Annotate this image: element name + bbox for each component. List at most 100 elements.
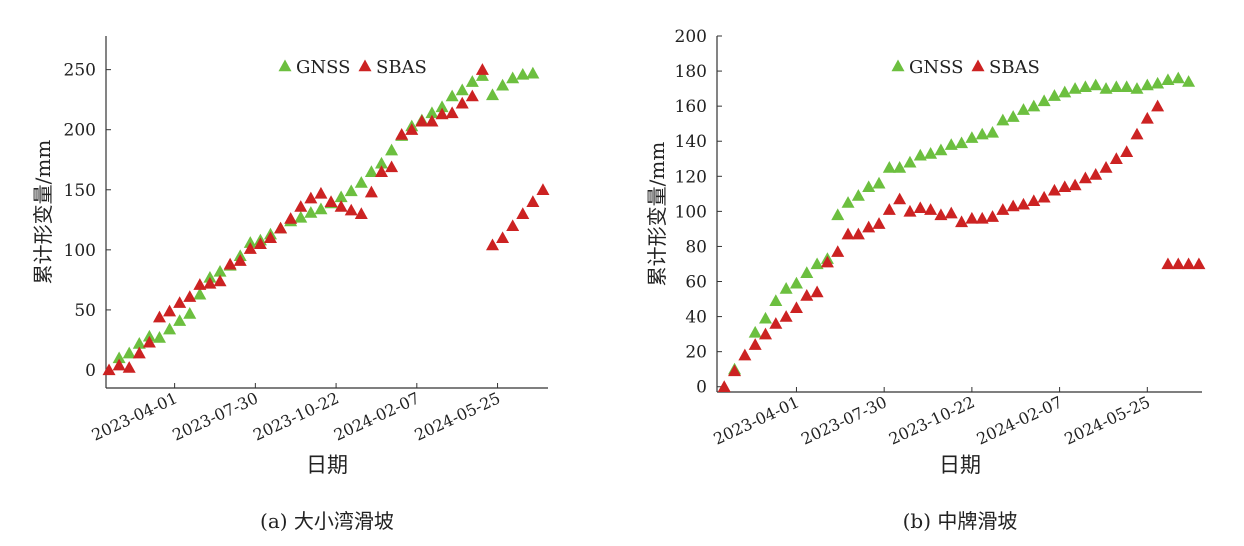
sbas-point: [132, 346, 146, 359]
chart-a-axes: [105, 36, 548, 389]
gnss-point: [903, 155, 917, 168]
gnss-point: [304, 206, 318, 218]
gnss-point: [810, 257, 824, 270]
y-tick-label: 200: [675, 27, 707, 47]
sbas-point: [841, 227, 855, 240]
sbas-point: [1058, 180, 1072, 193]
sbas-point: [769, 317, 783, 329]
gnss-point: [294, 210, 308, 223]
x-tick-label: 2023-07-30: [169, 388, 261, 444]
chart-b-axes: [716, 36, 1202, 393]
y-tick-label: 40: [685, 308, 707, 328]
gnss-point: [1006, 110, 1020, 122]
gnss-point: [132, 337, 146, 349]
sbas-point: [142, 335, 156, 348]
gnss-point: [913, 148, 927, 161]
sbas-point: [395, 128, 409, 140]
sbas-point: [274, 221, 288, 234]
chart-a-daxiaowan: 0 50 100 150 200 250 2023-04-012023-07-302023…: [31, 36, 550, 533]
gnss-point: [748, 325, 762, 338]
gnss-point: [1037, 94, 1051, 107]
gnss-point: [344, 184, 358, 197]
sbas-point: [1151, 99, 1165, 112]
sbas-point: [1037, 190, 1051, 203]
sbas-point: [1182, 257, 1196, 270]
sbas-point: [717, 380, 731, 392]
sbas-point: [415, 114, 429, 127]
sbas-point: [163, 304, 177, 317]
sbas-point: [536, 183, 550, 195]
sbas-point: [924, 203, 938, 215]
sbas-point: [324, 195, 338, 207]
gnss-point: [851, 189, 865, 201]
gnss-point: [374, 156, 388, 169]
gnss-point: [893, 161, 907, 173]
gnss-point: [831, 208, 845, 221]
sbas-point: [1120, 145, 1134, 157]
sbas-point: [893, 192, 907, 205]
sbas-point: [759, 327, 772, 340]
gnss-point: [1027, 99, 1041, 112]
gnss-point: [475, 69, 489, 81]
gnss-point: [996, 113, 1010, 126]
gnss-point: [506, 71, 520, 84]
y-tick-label: 80: [685, 237, 707, 257]
sbas-point: [526, 195, 540, 207]
legend-sbas-label: SBAS: [376, 57, 427, 78]
gnss-point: [934, 143, 948, 156]
gnss-point: [1058, 85, 1072, 98]
gnss-point: [425, 106, 439, 119]
sbas-point: [831, 245, 845, 257]
sbas-point: [913, 201, 927, 214]
sbas-point: [1047, 183, 1061, 196]
sbas-point: [364, 185, 378, 198]
gnss-point: [986, 125, 1000, 138]
sbas-point: [263, 231, 277, 244]
y-tick-label: 60: [685, 273, 707, 293]
gnss-point: [800, 266, 814, 278]
x-tick-label: 2024-05-25: [412, 388, 504, 444]
gnss-point: [779, 282, 793, 294]
x-tick-label: 2023-07-30: [798, 392, 890, 448]
sbas-point: [975, 211, 989, 224]
gnss-point: [1130, 82, 1144, 94]
sbas-point: [1099, 161, 1113, 173]
gnss-point: [1068, 82, 1082, 94]
sbas-point: [173, 296, 187, 308]
gnss-point: [841, 196, 855, 208]
gnss-point: [385, 143, 399, 156]
gnss-point: [455, 83, 469, 96]
sbas-point: [203, 276, 217, 289]
chart-a-data-points: [102, 63, 550, 376]
sbas-point: [374, 165, 388, 177]
sbas-point: [405, 123, 419, 135]
y-tick-label: 0: [696, 378, 707, 398]
chart-b-y-ticks: 0 20 40 60 80 100 120 140 160 180 200: [675, 27, 722, 398]
sbas-point: [779, 310, 793, 322]
gnss-point: [1078, 80, 1092, 93]
sbas-point: [506, 219, 520, 232]
gnss-point: [193, 287, 207, 300]
chart-b-x-ticks: 2023-04-012023-07-302023-10-222024-02-07…: [711, 387, 1153, 449]
x-tick-label: 2024-02-07: [331, 388, 423, 444]
legend-sbas-marker: [971, 59, 985, 72]
sbas-point: [1140, 111, 1154, 124]
sbas-point: [334, 200, 348, 212]
gnss-point: [203, 270, 217, 283]
chart-a-legend: GNSS SBAS: [278, 57, 427, 78]
sbas-point: [435, 107, 449, 120]
sbas-point: [789, 301, 803, 314]
gnss-point: [1151, 76, 1165, 89]
sbas-point: [213, 274, 227, 287]
sbas-point: [996, 203, 1010, 215]
sbas-point: [102, 363, 116, 376]
legend-sbas-label: SBAS: [989, 57, 1040, 78]
sbas-point: [354, 207, 368, 220]
gnss-point: [924, 146, 938, 159]
sbas-point: [122, 361, 136, 373]
sbas-point: [233, 254, 247, 266]
gnss-point: [1109, 80, 1123, 93]
chart-b-caption: (b) 中牌滑坡: [903, 509, 1018, 533]
sbas-point: [820, 255, 834, 268]
y-tick-label: 160: [675, 97, 707, 117]
